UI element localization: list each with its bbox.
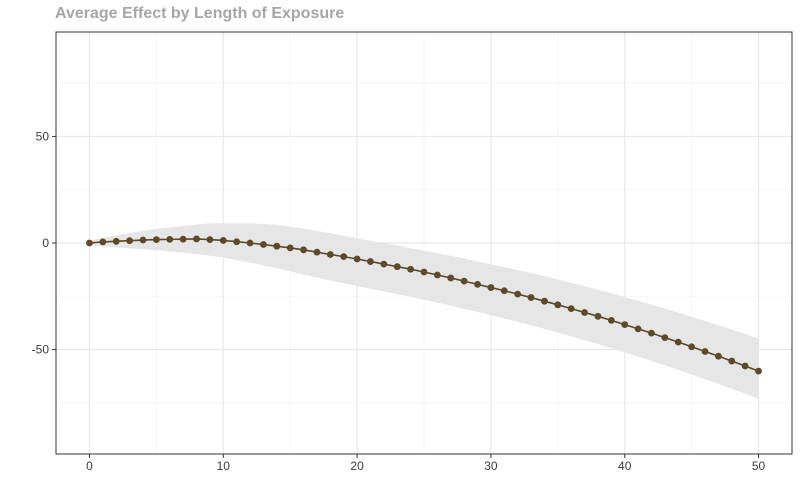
- data-point: [179, 235, 187, 243]
- data-point: [393, 263, 401, 271]
- data-point: [447, 274, 455, 282]
- data-point: [634, 325, 642, 333]
- data-point: [607, 316, 615, 324]
- data-point: [648, 329, 655, 337]
- data-point: [246, 239, 254, 247]
- x-tick-label: 40: [618, 459, 632, 473]
- data-point: [193, 235, 200, 243]
- data-point: [581, 309, 588, 316]
- y-tick-label: -50: [32, 343, 50, 357]
- data-point: [152, 236, 160, 243]
- data-point: [567, 305, 575, 313]
- data-point: [688, 343, 696, 351]
- data-point: [407, 265, 415, 273]
- x-tick-label: 30: [484, 459, 498, 473]
- data-point: [460, 277, 468, 285]
- data-point: [353, 255, 361, 263]
- data-point: [527, 294, 535, 301]
- data-point: [420, 268, 428, 276]
- data-point: [300, 246, 307, 254]
- data-point: [206, 236, 214, 243]
- data-point: [273, 242, 281, 250]
- axes: 0 10 20 30 40 50 -50 0 50: [32, 31, 793, 473]
- data-point: [474, 280, 481, 288]
- data-point: [500, 287, 508, 295]
- data-point: [233, 238, 241, 246]
- data-point: [286, 244, 294, 252]
- data-point: [219, 237, 227, 244]
- data-point: [755, 367, 762, 375]
- data-point: [728, 357, 736, 365]
- data-point: [112, 237, 120, 245]
- data-point: [139, 236, 147, 244]
- data-point: [433, 271, 441, 279]
- data-point: [340, 253, 348, 261]
- data-point: [661, 334, 669, 342]
- x-tick-label: 20: [350, 459, 364, 473]
- data-point: [674, 338, 682, 346]
- data-point: [701, 348, 709, 355]
- data-point: [126, 237, 133, 245]
- data-point: [313, 248, 321, 256]
- data-point: [260, 241, 267, 248]
- chart-title: Average Effect by Length of Exposure: [55, 5, 345, 22]
- data-point: [166, 235, 174, 243]
- data-point: [86, 239, 93, 247]
- data-point: [741, 362, 749, 370]
- data-point: [594, 312, 602, 320]
- y-tick-label: 50: [36, 129, 50, 143]
- data-point: [514, 290, 522, 298]
- data-point: [621, 321, 629, 329]
- x-tick-label: 50: [752, 459, 766, 473]
- data-point: [487, 284, 495, 291]
- x-tick-label: 10: [217, 459, 231, 473]
- data-point: [715, 352, 722, 360]
- data-point: [99, 238, 107, 246]
- x-tick-label: 0: [86, 459, 93, 473]
- data-point: [367, 258, 374, 265]
- y-tick-label: 0: [42, 236, 49, 250]
- data-point: [554, 301, 562, 309]
- data-points-layer: [86, 235, 762, 375]
- data-point: [541, 297, 548, 305]
- data-point: [380, 260, 388, 268]
- data-point: [326, 251, 334, 258]
